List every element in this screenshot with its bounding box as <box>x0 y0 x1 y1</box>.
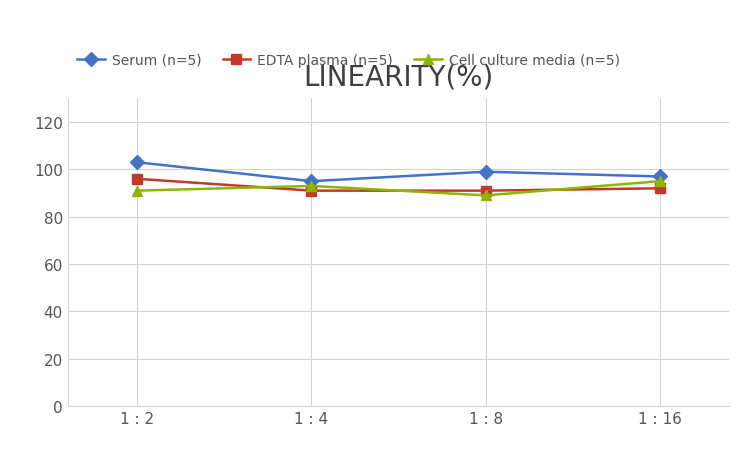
Line: EDTA plasma (n=5): EDTA plasma (n=5) <box>132 175 665 196</box>
Serum (n=5) <box>655 175 664 180</box>
Title: LINEARITY(%): LINEARITY(%) <box>304 64 493 92</box>
Cell culture media (n=5) <box>133 189 142 194</box>
Cell culture media (n=5) <box>655 179 664 184</box>
EDTA plasma (n=5) <box>481 189 490 194</box>
Legend: Serum (n=5), EDTA plasma (n=5), Cell culture media (n=5): Serum (n=5), EDTA plasma (n=5), Cell cul… <box>74 51 623 70</box>
Cell culture media (n=5) <box>481 193 490 198</box>
Line: Serum (n=5): Serum (n=5) <box>132 158 665 187</box>
Serum (n=5) <box>307 179 316 184</box>
EDTA plasma (n=5) <box>133 177 142 182</box>
EDTA plasma (n=5) <box>307 189 316 194</box>
Serum (n=5) <box>481 170 490 175</box>
Serum (n=5) <box>133 160 142 166</box>
Line: Cell culture media (n=5): Cell culture media (n=5) <box>132 177 665 201</box>
EDTA plasma (n=5) <box>655 186 664 192</box>
Cell culture media (n=5) <box>307 184 316 189</box>
